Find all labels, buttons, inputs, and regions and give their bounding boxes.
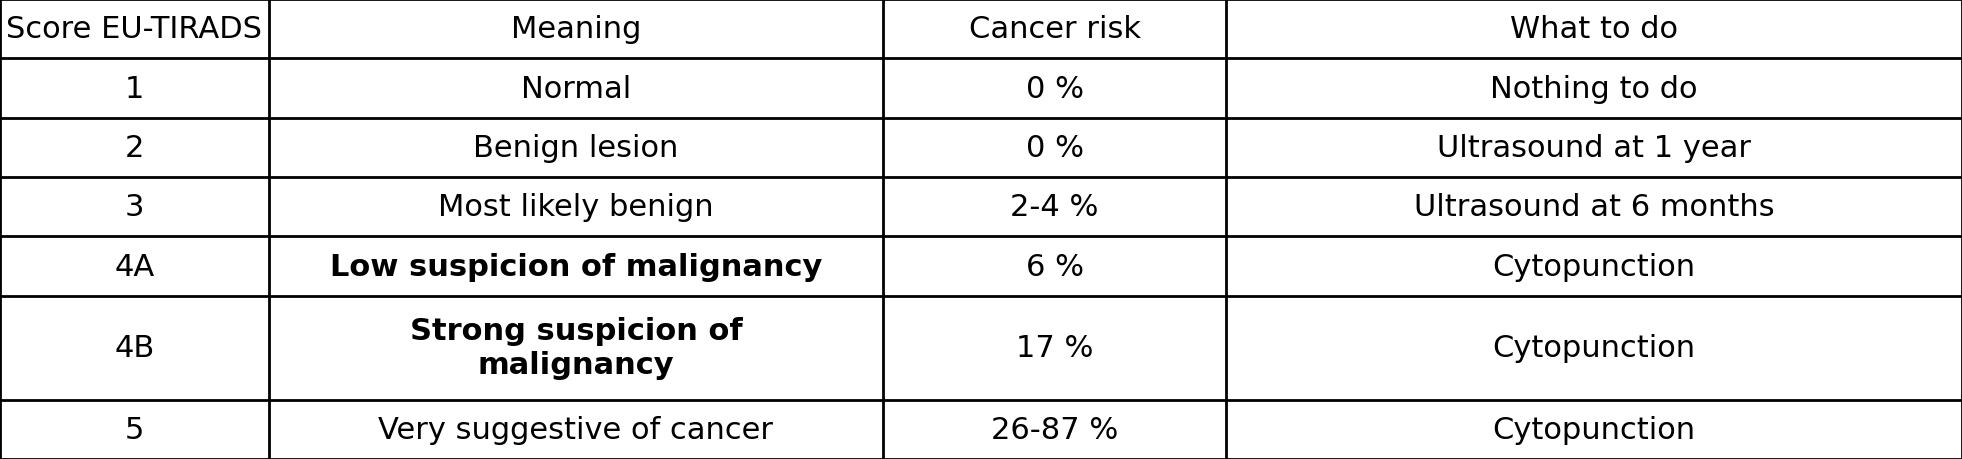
Text: Low suspicion of malignancy: Low suspicion of malignancy — [330, 252, 822, 281]
Text: 2-4 %: 2-4 % — [1010, 193, 1099, 222]
Text: 4A: 4A — [114, 252, 155, 281]
Text: Normal: Normal — [520, 74, 632, 103]
Text: Benign lesion: Benign lesion — [473, 134, 679, 162]
Text: Nothing to do: Nothing to do — [1491, 74, 1697, 103]
Text: 4B: 4B — [114, 334, 155, 363]
Text: Cytopunction: Cytopunction — [1493, 334, 1695, 363]
Text: Cytopunction: Cytopunction — [1493, 415, 1695, 444]
Text: Meaning: Meaning — [510, 15, 642, 44]
Text: 6 %: 6 % — [1026, 252, 1083, 281]
Text: 26-87 %: 26-87 % — [991, 415, 1118, 444]
Text: 17 %: 17 % — [1016, 334, 1093, 363]
Text: 5: 5 — [126, 415, 143, 444]
Text: 3: 3 — [126, 193, 143, 222]
Text: Ultrasound at 1 year: Ultrasound at 1 year — [1436, 134, 1752, 162]
Text: 0 %: 0 % — [1026, 74, 1083, 103]
Text: Cancer risk: Cancer risk — [969, 15, 1140, 44]
Text: 1: 1 — [126, 74, 143, 103]
Text: Most likely benign: Most likely benign — [438, 193, 714, 222]
Text: Strong suspicion of
malignancy: Strong suspicion of malignancy — [410, 317, 742, 379]
Text: Score EU-TIRADS: Score EU-TIRADS — [6, 15, 263, 44]
Text: Ultrasound at 6 months: Ultrasound at 6 months — [1415, 193, 1774, 222]
Text: Cytopunction: Cytopunction — [1493, 252, 1695, 281]
Text: 0 %: 0 % — [1026, 134, 1083, 162]
Text: 2: 2 — [126, 134, 143, 162]
Text: Very suggestive of cancer: Very suggestive of cancer — [379, 415, 773, 444]
Text: What to do: What to do — [1511, 15, 1678, 44]
